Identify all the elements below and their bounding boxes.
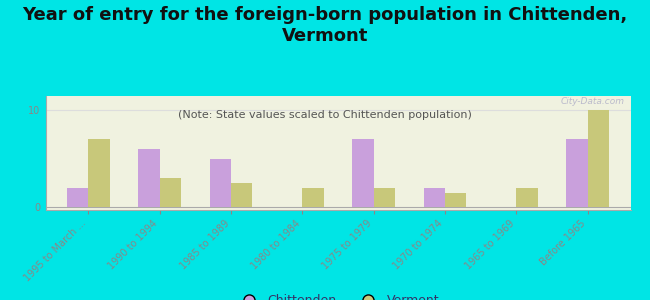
Text: Year of entry for the foreign-born population in Chittenden,
Vermont: Year of entry for the foreign-born popul…: [22, 6, 628, 45]
Legend: Chittenden, Vermont: Chittenden, Vermont: [231, 289, 445, 300]
Bar: [138, 149, 160, 207]
Bar: [67, 188, 88, 207]
Bar: [231, 183, 252, 207]
Text: (Note: State values scaled to Chittenden population): (Note: State values scaled to Chittenden…: [178, 110, 472, 119]
Bar: [209, 159, 231, 207]
Bar: [424, 188, 445, 207]
Bar: [352, 140, 374, 207]
Bar: [445, 193, 467, 207]
Bar: [588, 110, 609, 207]
Bar: [516, 188, 538, 207]
Text: City-Data.com: City-Data.com: [561, 97, 625, 106]
Bar: [374, 188, 395, 207]
Bar: [160, 178, 181, 207]
Bar: [566, 140, 588, 207]
Bar: [88, 140, 110, 207]
Bar: [302, 188, 324, 207]
